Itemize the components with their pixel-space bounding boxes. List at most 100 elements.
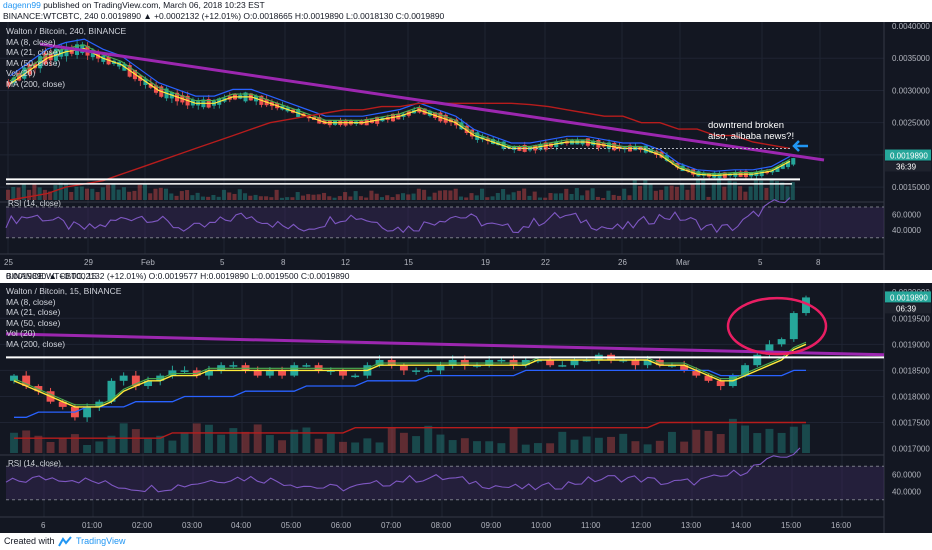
- legend-item: MA (21, close): [6, 47, 61, 57]
- volume-bar: [619, 433, 628, 453]
- volume-bar: [706, 196, 711, 200]
- volume-bar: [74, 186, 79, 200]
- volume-bar: [717, 178, 722, 200]
- time-tick-label: 26: [618, 258, 627, 267]
- volume-bar: [558, 431, 567, 453]
- volume-bar: [785, 186, 790, 200]
- candle-body: [680, 365, 689, 371]
- candle-body: [32, 63, 37, 69]
- time-tick-label: 25: [4, 258, 13, 267]
- annotation-line: also, alibaba news?!: [708, 131, 794, 142]
- volume-bar: [164, 188, 169, 200]
- volume-bar: [142, 183, 147, 200]
- volume-bar: [532, 191, 537, 200]
- volume-bar: [95, 192, 100, 200]
- candle-body: [253, 370, 262, 376]
- volume-bar: [127, 191, 132, 200]
- volume-bar: [601, 197, 606, 200]
- volume-bar: [516, 190, 521, 200]
- candle-body: [351, 375, 360, 378]
- legend-item: MA (200, close): [6, 78, 66, 89]
- volume-bar: [248, 195, 253, 200]
- published-text: published on TradingView.com, March 06, …: [43, 0, 265, 10]
- time-tick-label: 6: [41, 521, 46, 530]
- volume-bar: [100, 187, 105, 200]
- volume-bar: [480, 188, 485, 200]
- volume-bar: [353, 191, 358, 200]
- volume-bar: [727, 180, 732, 200]
- volume-bar: [716, 434, 725, 453]
- volume-bar: [570, 439, 579, 453]
- candle-body: [685, 168, 690, 172]
- volume-bar: [269, 197, 274, 200]
- volume-bar: [590, 188, 595, 200]
- volume-bar: [411, 193, 416, 200]
- rsi-tick-label: 60.0000: [892, 471, 921, 480]
- chart-panel-15[interactable]: 0.00200000.00195000.00190000.00185000.00…: [0, 283, 932, 533]
- volume-bar: [553, 193, 558, 200]
- volume-bar: [106, 184, 111, 200]
- volume-bar: [243, 193, 248, 200]
- volume-bar: [533, 443, 542, 453]
- candle-body: [691, 169, 696, 175]
- legend-title: Walton / Bitcoin, 15, BINANCE: [6, 286, 122, 296]
- candle-body: [692, 370, 701, 376]
- candle-body: [43, 53, 48, 64]
- volume-bar: [322, 192, 327, 200]
- price-tick-label: 0.0017500: [892, 419, 930, 428]
- candle-body: [17, 72, 22, 81]
- volume-bar: [375, 442, 384, 453]
- tradingview-link[interactable]: TradingView: [76, 536, 126, 546]
- price-tick-label: 0.0030000: [892, 86, 930, 95]
- legend-item: Vol (20): [6, 68, 36, 78]
- candle-body: [22, 375, 31, 387]
- legend-15: Walton / Bitcoin, 15, BINANCE MA (8, clo…: [6, 286, 121, 349]
- legend-item: MA (8, close): [6, 36, 56, 47]
- ma50-line: [9, 38, 791, 172]
- volume-bar: [559, 193, 564, 200]
- volume-bar: [279, 197, 284, 200]
- volume-bar: [387, 427, 396, 453]
- volume-bar: [351, 442, 360, 453]
- volume-bar: [521, 444, 530, 453]
- volume-bar: [759, 180, 764, 200]
- volume-bar: [107, 435, 116, 453]
- volume-bar: [490, 196, 495, 200]
- chart-svg-240[interactable]: downtrend broken also, alibaba news?! 0.00…: [0, 22, 932, 270]
- last-price-label: 0.0019890: [890, 293, 928, 302]
- candle-body: [802, 297, 810, 314]
- time-tick-label: 5: [220, 258, 225, 267]
- volume-bar: [180, 432, 189, 453]
- volume-bar: [802, 424, 810, 453]
- candle-body: [791, 158, 796, 165]
- countdown-tag: [885, 303, 931, 314]
- volume-bar: [290, 197, 295, 200]
- volume-bar: [790, 182, 795, 200]
- volume-bar: [728, 418, 737, 453]
- symbol-line: BINANCE:WTCBTC, 240 0.0019890 ▲ +0.00021…: [3, 11, 444, 22]
- chart-panel-240[interactable]: downtrend broken also, alibaba news?! 0.00…: [0, 22, 932, 270]
- volume-bar: [148, 193, 153, 200]
- downtrend-line: [5, 332, 885, 357]
- ma8-line: [13, 343, 807, 408]
- volume-bar: [337, 196, 342, 200]
- volume-bar: [585, 190, 590, 200]
- candle-body: [107, 380, 116, 402]
- volume-bar: [611, 194, 616, 200]
- author-link[interactable]: dagenn99: [3, 0, 41, 10]
- volume-bar: [680, 182, 685, 200]
- volume-bar: [485, 441, 494, 453]
- volume-bar: [580, 195, 585, 200]
- volume-bar: [497, 443, 506, 453]
- volume-bar: [664, 186, 669, 200]
- volume-bar: [70, 434, 79, 453]
- volume-bar: [789, 426, 798, 453]
- candle-body: [436, 365, 445, 371]
- volume-bar: [302, 427, 311, 453]
- volume-bar: [616, 195, 621, 200]
- ohlc-values: 0.0019890 ▲ +0.0002132 (+12.01%) O:0.001…: [100, 11, 445, 21]
- volume-bar: [179, 191, 184, 200]
- volume-bar: [485, 197, 490, 200]
- volume-bar: [738, 186, 743, 200]
- chart-svg-15[interactable]: 0.00200000.00195000.00190000.00185000.00…: [0, 283, 932, 533]
